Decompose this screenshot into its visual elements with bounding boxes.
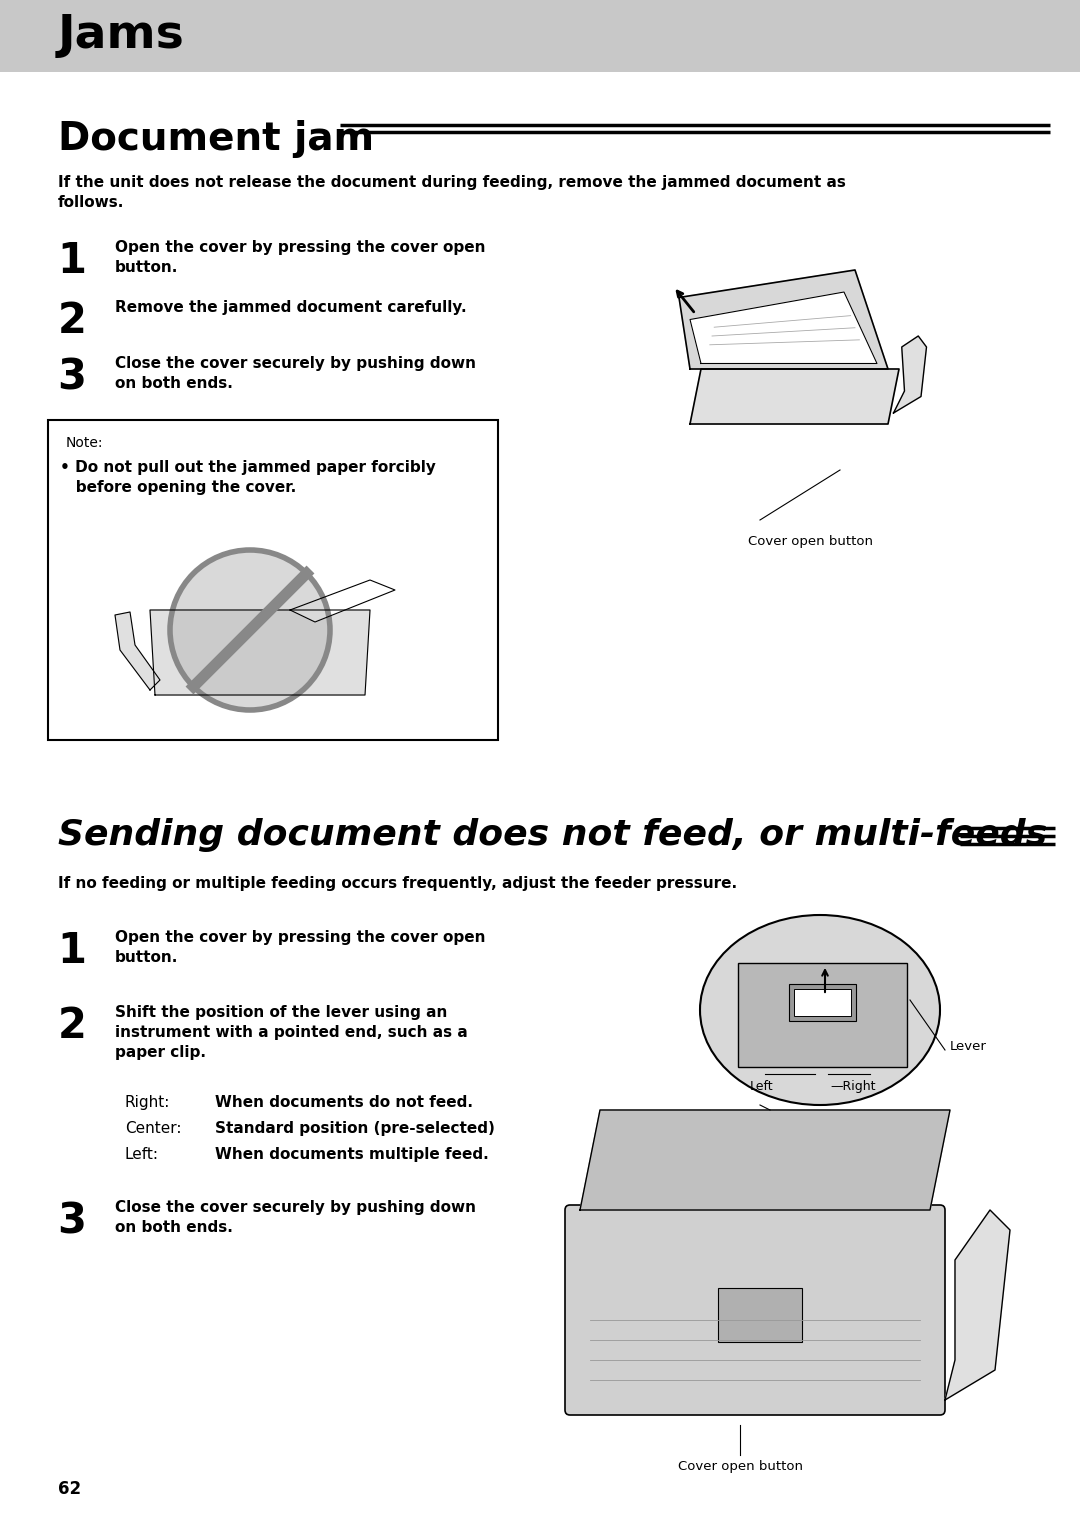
Text: Center:: Center: (125, 1122, 181, 1135)
Text: Left:: Left: (125, 1148, 159, 1161)
Polygon shape (150, 610, 370, 694)
FancyBboxPatch shape (789, 984, 856, 1021)
Polygon shape (114, 612, 160, 690)
Polygon shape (690, 291, 877, 363)
Text: If the unit does not release the document during feeding, remove the jammed docu: If the unit does not release the documen… (58, 175, 846, 209)
Text: Open the cover by pressing the cover open
button.: Open the cover by pressing the cover ope… (114, 929, 486, 964)
Text: When documents multiple feed.: When documents multiple feed. (215, 1148, 489, 1161)
Text: 1: 1 (57, 929, 86, 972)
Text: 62: 62 (58, 1480, 81, 1499)
FancyBboxPatch shape (0, 0, 1080, 72)
Polygon shape (893, 336, 927, 414)
Text: 3: 3 (57, 1199, 86, 1242)
Text: 1: 1 (57, 240, 86, 282)
Text: Standard position (pre-selected): Standard position (pre-selected) (215, 1122, 495, 1135)
Ellipse shape (700, 916, 940, 1105)
Polygon shape (170, 549, 330, 710)
FancyBboxPatch shape (48, 420, 498, 740)
Text: —Right: —Right (831, 1080, 876, 1093)
Text: • Do not pull out the jammed paper forcibly
   before opening the cover.: • Do not pull out the jammed paper forci… (60, 459, 436, 494)
Text: Document jam: Document jam (58, 121, 374, 159)
FancyBboxPatch shape (794, 989, 851, 1016)
Polygon shape (580, 1109, 950, 1210)
Text: Left: Left (750, 1080, 773, 1093)
Text: 3: 3 (57, 356, 86, 398)
Polygon shape (291, 580, 395, 623)
FancyBboxPatch shape (718, 1288, 802, 1341)
FancyBboxPatch shape (738, 963, 907, 1067)
Text: When documents do not feed.: When documents do not feed. (215, 1096, 473, 1109)
Text: Sending document does not feed, or multi-feeds: Sending document does not feed, or multi… (58, 818, 1048, 852)
Polygon shape (679, 270, 888, 369)
Text: 2: 2 (57, 1006, 86, 1047)
Text: Open the cover by pressing the cover open
button.: Open the cover by pressing the cover ope… (114, 240, 486, 275)
Text: Lever: Lever (950, 1041, 987, 1053)
FancyBboxPatch shape (565, 1206, 945, 1415)
Polygon shape (690, 369, 899, 424)
Text: Close the cover securely by pushing down
on both ends.: Close the cover securely by pushing down… (114, 1199, 476, 1235)
Text: Remove the jammed document carefully.: Remove the jammed document carefully. (114, 301, 467, 314)
Text: If no feeding or multiple feeding occurs frequently, adjust the feeder pressure.: If no feeding or multiple feeding occurs… (58, 876, 738, 891)
Text: Jams: Jams (58, 14, 185, 58)
Text: Shift the position of the lever using an
instrument with a pointed end, such as : Shift the position of the lever using an… (114, 1006, 468, 1059)
Text: Right:: Right: (125, 1096, 171, 1109)
Text: 2: 2 (57, 301, 86, 342)
Text: Cover open button: Cover open button (677, 1460, 802, 1473)
Text: Cover open button: Cover open button (747, 536, 873, 548)
Text: Note:: Note: (66, 436, 104, 450)
Polygon shape (945, 1210, 1010, 1399)
Text: Close the cover securely by pushing down
on both ends.: Close the cover securely by pushing down… (114, 356, 476, 391)
